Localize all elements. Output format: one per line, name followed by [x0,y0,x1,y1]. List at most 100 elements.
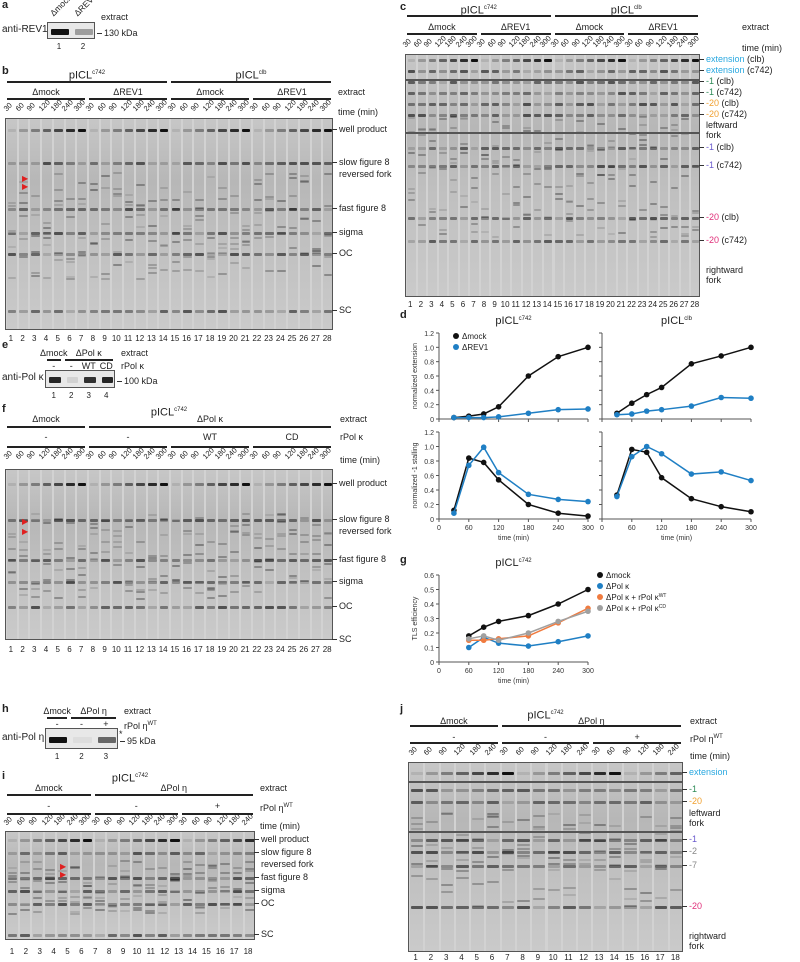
gel-band [183,553,192,556]
gel-band [77,574,87,577]
western-blot [47,22,95,39]
gel-band [532,906,545,909]
group-bar [480,33,551,35]
gel-band [624,906,637,909]
y-tick-label: 0.8 [424,459,434,466]
gel-lane [157,832,168,939]
gel-band [207,934,217,937]
time-point-label: 120 [543,741,559,757]
time-point-label: 90 [106,100,120,113]
gel-band [245,870,254,873]
gel-band [639,116,647,119]
data-point [643,449,650,456]
gel-band [20,872,30,875]
gel-lane [194,832,205,939]
gel-band [576,114,584,117]
gel-band [159,244,169,247]
gel-band [101,162,110,165]
y-tick-label: 0.3 [424,617,434,624]
gel-band [555,138,563,141]
gel-band [148,580,157,583]
gel-band [170,872,180,875]
gel-band [89,232,99,235]
gel-band [245,890,254,893]
gel-band [159,215,169,218]
gel-band [649,147,658,150]
gel-band [481,216,489,219]
gel-lane [241,470,251,639]
gel-band [230,483,239,486]
gel-band [54,200,64,203]
gel-band [77,198,87,201]
gel-band [407,81,416,84]
gel-lane [607,55,616,296]
gel-band [544,147,552,150]
gel-band [502,114,510,117]
gel-band [618,128,626,131]
series-line [616,448,752,513]
gel-band [70,896,80,899]
gel-band [124,520,134,523]
gel-band [89,188,99,191]
gel-band [597,165,605,168]
band-marker-tick [699,59,704,60]
gel-band [456,839,469,842]
band-label: -20 (clb) [706,98,739,108]
gel-band [639,59,647,62]
gel-band [77,232,87,235]
gel-band [441,906,454,909]
gel-band [101,520,110,523]
data-point [718,503,724,510]
gel-band [502,127,510,130]
band-label: -1 [689,834,697,844]
gel-lane [512,55,521,296]
gel-band [45,869,55,872]
gel-band [32,839,42,842]
gel-band [232,872,242,875]
gel-band [323,519,332,522]
gel-band [428,140,437,143]
gel-band [312,565,321,568]
gel-band [517,906,530,909]
gel-band [563,858,576,861]
gel-band [586,114,595,117]
condition-label: - [544,732,547,742]
gel-band [512,165,521,168]
construct-title: pICLclb [236,68,267,81]
gel-band [124,483,134,486]
gel-band [241,162,251,165]
gel-band [7,890,17,893]
gel-band [182,877,192,880]
gel-band [300,534,310,537]
gel-band [218,581,228,584]
gel-band [410,863,423,866]
band-marker-tick [682,772,687,773]
gel-band [148,483,157,486]
band-label-text: rightward fork [689,931,727,951]
gel-band [449,126,458,129]
band-label-text: slow figure 8 [261,847,312,857]
legend-entry: Δmock [462,332,487,341]
y-tick-label: 0 [430,517,434,524]
gel-band [563,827,576,830]
gel-band [171,310,181,313]
gel-band [660,92,668,95]
gel-lane [417,55,427,296]
gel-band [563,772,576,775]
gel-band [207,903,217,906]
gel-band [70,866,80,869]
lane-number: 22 [252,334,262,343]
gel-band [532,887,545,890]
lane-number: 5 [55,334,60,343]
band-label-text: OC [339,601,353,611]
gel-band [265,559,274,562]
gel-band [170,890,180,893]
gel-band [148,253,157,256]
gel-lane [455,763,470,951]
gel-band [670,134,679,137]
band-label-suffix: (clb) [714,142,735,152]
gel-band [207,852,217,855]
gel-band [565,217,574,220]
gel-band [691,114,699,117]
gel-band [502,155,510,158]
